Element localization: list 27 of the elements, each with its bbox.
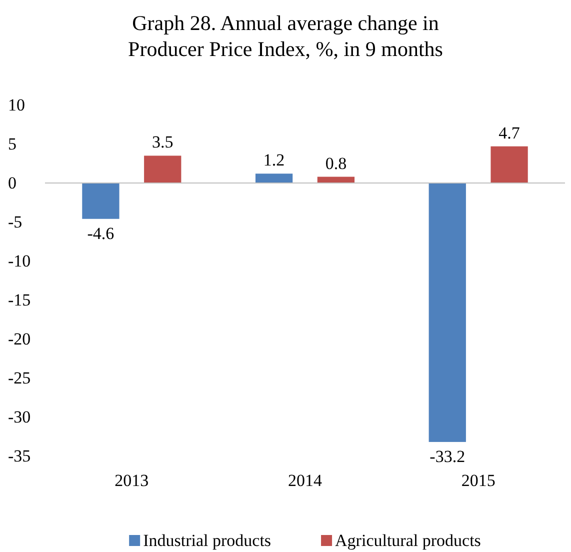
y-tick-label: -15 [8, 290, 31, 310]
bar [255, 174, 293, 183]
data-label: 4.7 [498, 123, 520, 142]
y-tick-label: 0 [8, 173, 16, 192]
y-tick-label: 10 [8, 95, 25, 114]
y-tick-label: -10 [8, 251, 31, 270]
x-tick-label: 2013 [114, 471, 149, 490]
bar [490, 146, 528, 183]
x-tick-label: 2015 [461, 471, 496, 490]
y-tick-label: -20 [8, 329, 31, 348]
bar [144, 156, 182, 183]
bar [82, 183, 120, 219]
data-label: -33.2 [430, 446, 466, 466]
data-label: 0.8 [325, 154, 347, 173]
y-tick-label: -30 [8, 407, 31, 426]
x-tick-label: 2014 [288, 471, 322, 490]
y-tick-label: -5 [8, 212, 22, 232]
legend-label: Agricultural products [335, 531, 481, 550]
bar [428, 183, 466, 442]
y-tick-label: -25 [8, 368, 31, 388]
chart-title: Graph 28. Annual average change in Producer Price Index, %, in 9 months [128, 11, 443, 61]
data-label: 3.5 [152, 132, 174, 152]
data-label: -4.6 [87, 224, 114, 243]
data-label: 1.2 [263, 150, 285, 170]
legend-label: Industrial products [143, 531, 272, 550]
y-tick-label: 5 [8, 134, 16, 154]
y-tick-label: -35 [8, 446, 31, 466]
